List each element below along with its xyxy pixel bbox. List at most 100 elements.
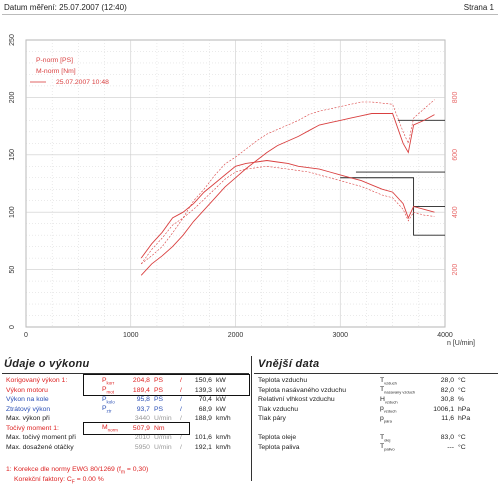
performance-unit-1: PS bbox=[153, 386, 164, 394]
performance-label: Výkon motoru bbox=[6, 386, 48, 394]
y-left-tick-label: 50 bbox=[9, 266, 16, 274]
external-label: Teplota oleje bbox=[258, 434, 297, 442]
performance-unit-1: PS bbox=[153, 377, 164, 385]
performance-value-2: 188,9 bbox=[194, 415, 212, 423]
performance-unit-1: PS bbox=[153, 405, 164, 413]
series-line bbox=[140, 113, 435, 276]
external-symbol: Tvzduch bbox=[380, 376, 397, 385]
y-right-tick-label: 800 bbox=[452, 91, 459, 103]
legend-entry: M-norm [Nm] bbox=[36, 68, 76, 75]
performance-value-1: 189,4 bbox=[132, 386, 150, 394]
performance-separator: / bbox=[179, 396, 182, 404]
power-torque-chart: 0 1000 2000 3000 4000 0 50 100 150 200 250 200 400 60… bbox=[9, 34, 475, 347]
performance-value-1: 2010 bbox=[134, 434, 150, 442]
external-unit: hPa bbox=[458, 415, 471, 423]
x-tick-label: 0 bbox=[24, 332, 28, 339]
x-tick-label: 1000 bbox=[123, 332, 139, 339]
performance-value-2: 70,4 bbox=[198, 396, 212, 404]
external-value: --- bbox=[447, 443, 454, 451]
external-label: Teplota nasávaného vzduchu bbox=[258, 386, 347, 394]
performance-unit-2: kW bbox=[215, 405, 226, 413]
performance-unit-1: U/min bbox=[153, 415, 172, 423]
performance-value-1: 5950 bbox=[134, 443, 150, 451]
performance-unit-2: km/h bbox=[215, 415, 231, 423]
external-value: 11,6 bbox=[441, 415, 454, 423]
performance-separator: / bbox=[179, 415, 182, 423]
external-unit: °C bbox=[458, 443, 466, 451]
performance-value-2: 192,1 bbox=[194, 443, 212, 451]
performance-row: Max. výkon při 3440 U/min / 188,9 km/h bbox=[4, 414, 236, 424]
performance-symbol: Pmot bbox=[102, 386, 115, 395]
external-symbol bbox=[378, 424, 418, 434]
y-left-tick-label: 200 bbox=[9, 91, 16, 103]
performance-title-underline bbox=[2, 373, 249, 374]
performance-section-title: Údaje o výkonu bbox=[4, 358, 90, 370]
series-line bbox=[140, 160, 435, 259]
page-number: Strana 1 bbox=[463, 3, 494, 12]
external-label: Tlak vzduchu bbox=[258, 405, 299, 413]
external-symbol: Tpalivo bbox=[380, 443, 395, 452]
performance-row: Max. dosažené otáčky 5950 U/min / 192,1 km/h bbox=[4, 443, 236, 453]
external-symbol: ppára bbox=[380, 414, 392, 423]
external-value: 28,0 bbox=[440, 377, 454, 385]
external-value: 82,0 bbox=[440, 386, 454, 394]
external-unit: % bbox=[458, 396, 465, 404]
performance-row: Výkon motoru Pmot 189,4 PS / 139,3 kW bbox=[4, 386, 236, 396]
x-axis-label: n [U/min] bbox=[447, 340, 475, 347]
performance-value-1: 204,8 bbox=[132, 377, 150, 385]
external-value: 83,0 bbox=[440, 434, 454, 442]
performance-label: Korigovaný výkon 1: bbox=[6, 377, 68, 385]
external-symbol: Tnasavany vzduch bbox=[380, 386, 416, 395]
x-tick-label: 4000 bbox=[437, 332, 453, 339]
performance-row: Výkon na kole Pkolo 95,8 PS / 70,4 kW bbox=[4, 395, 236, 405]
y-right-tick-label: 400 bbox=[452, 206, 459, 218]
performance-unit-1: U/min bbox=[153, 434, 172, 442]
external-unit: °C bbox=[458, 386, 466, 394]
power-highlight-box bbox=[83, 374, 250, 396]
performance-symbol bbox=[100, 443, 120, 453]
y-left-tick-label: 100 bbox=[9, 206, 16, 218]
performance-separator: / bbox=[179, 386, 182, 394]
performance-table: Korigovaný výkon 1: Pkorr 204,8 PS/150,6 kW V… bbox=[4, 376, 236, 452]
performance-label: Ztrátový výkon bbox=[6, 405, 51, 413]
external-title-underline bbox=[254, 373, 498, 374]
performance-unit-1: U/min bbox=[153, 443, 172, 451]
external-row: Teplota paliva Tpalivo --- °C bbox=[256, 443, 480, 453]
legend-entry: 25.07.2007 10:48 bbox=[56, 79, 109, 86]
performance-value-1: 3440 bbox=[134, 415, 150, 423]
external-unit bbox=[456, 424, 480, 434]
performance-separator: / bbox=[179, 377, 182, 385]
external-unit: °C bbox=[458, 434, 466, 442]
performance-row: Točivý moment 1: Mnorm 507,9 Nm bbox=[4, 424, 236, 434]
performance-label: Výkon na kole bbox=[6, 396, 49, 404]
performance-row: Ztrátový výkon Pztr 93,7 PS / 68,9 kW bbox=[4, 405, 236, 415]
performance-separator: / bbox=[179, 434, 182, 442]
performance-label: Točivý moment 1: bbox=[6, 424, 59, 432]
external-label: Tlak páry bbox=[258, 415, 286, 423]
external-data-table: Teplota vzduchu Tvzduch 28,0 °C Teplota nasá… bbox=[256, 376, 480, 452]
external-label: Teplota vzduchu bbox=[258, 377, 308, 385]
performance-value-2: 68,9 bbox=[198, 405, 212, 413]
performance-symbol: Pkolo bbox=[102, 395, 115, 404]
external-row: Tlak vzduchu pvzduch 1006,1 hPa bbox=[256, 405, 480, 415]
y-left-tick-label: 0 bbox=[9, 325, 16, 329]
performance-row: Max. točivý moment při 2010 U/min / 101,6 km/… bbox=[4, 433, 236, 443]
external-symbol: Hvzduch bbox=[380, 395, 398, 404]
external-section-title: Vnější data bbox=[258, 358, 320, 370]
legend-entry: P-norm [PS] bbox=[36, 57, 73, 64]
series-line bbox=[140, 165, 435, 265]
external-row bbox=[256, 424, 480, 434]
performance-separator: / bbox=[179, 405, 182, 413]
performance-value-2: 150,6 bbox=[194, 377, 212, 385]
performance-value-2 bbox=[188, 424, 214, 434]
external-value: 30,8 bbox=[440, 396, 454, 404]
performance-unit-2 bbox=[214, 424, 236, 434]
external-symbol: pvzduch bbox=[380, 405, 397, 414]
performance-unit-1: PS bbox=[153, 396, 164, 404]
external-symbol: Tolej bbox=[380, 433, 391, 442]
performance-symbol: Pkorr bbox=[102, 376, 115, 385]
external-label bbox=[256, 424, 378, 434]
performance-value-2: 101,6 bbox=[194, 434, 212, 442]
performance-unit-2: km/h bbox=[215, 434, 231, 442]
external-value: 1006,1 bbox=[433, 405, 454, 413]
